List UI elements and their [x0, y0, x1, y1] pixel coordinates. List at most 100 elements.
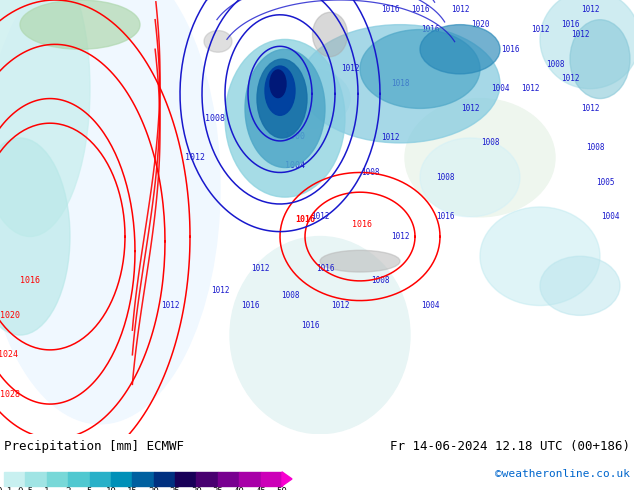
Text: 1000: 1000 [285, 131, 305, 141]
Text: 1008: 1008 [361, 168, 379, 177]
Text: 1012: 1012 [571, 30, 589, 39]
Bar [68, 472, 89, 486]
Text: 20: 20 [148, 488, 159, 490]
Text: 50: 50 [276, 488, 287, 490]
Text: 1004: 1004 [285, 161, 305, 170]
Ellipse shape [540, 256, 620, 316]
Text: 1: 1 [44, 488, 49, 490]
Ellipse shape [257, 59, 307, 138]
Text: 35: 35 [212, 488, 223, 490]
Bar [239, 472, 261, 486]
Ellipse shape [265, 66, 295, 115]
Text: 1020: 1020 [0, 311, 20, 320]
Text: 1004: 1004 [601, 212, 619, 221]
Text: 1005: 1005 [596, 178, 614, 187]
Text: 1012: 1012 [251, 264, 269, 272]
Ellipse shape [0, 0, 220, 424]
Ellipse shape [420, 138, 520, 217]
Text: 2: 2 [65, 488, 71, 490]
Text: 1012: 1012 [340, 65, 359, 74]
Text: 1008: 1008 [481, 138, 499, 147]
Text: 1016: 1016 [352, 220, 372, 229]
Ellipse shape [313, 12, 347, 57]
Text: Fr 14-06-2024 12.18 UTC (00+186): Fr 14-06-2024 12.18 UTC (00+186) [390, 440, 630, 453]
Ellipse shape [540, 0, 634, 89]
Text: 1016: 1016 [560, 20, 579, 29]
Ellipse shape [270, 70, 286, 98]
Text: 45: 45 [256, 488, 266, 490]
Bar [133, 472, 153, 486]
Text: 1012: 1012 [581, 104, 599, 113]
Ellipse shape [225, 39, 345, 197]
Text: 1016: 1016 [421, 25, 439, 34]
Text: ©weatheronline.co.uk: ©weatheronline.co.uk [495, 469, 630, 479]
Ellipse shape [270, 69, 350, 128]
Ellipse shape [204, 30, 232, 52]
Polygon shape [282, 472, 292, 486]
Bar [218, 472, 239, 486]
Text: 1012: 1012 [331, 301, 349, 310]
Ellipse shape [405, 98, 555, 217]
Text: 1012: 1012 [381, 133, 399, 143]
Text: 1028: 1028 [0, 390, 20, 399]
Bar [89, 472, 111, 486]
Text: 1012: 1012 [185, 153, 205, 162]
Ellipse shape [0, 0, 90, 237]
Ellipse shape [360, 29, 480, 108]
Text: 1016: 1016 [20, 276, 40, 285]
Text: 1016: 1016 [436, 212, 454, 221]
Text: 1008: 1008 [436, 173, 454, 182]
Text: 1012: 1012 [461, 104, 479, 113]
Text: 1008: 1008 [586, 144, 604, 152]
Text: 1016: 1016 [316, 264, 334, 272]
Text: 1012: 1012 [451, 5, 469, 14]
Text: 1024: 1024 [0, 350, 18, 359]
Text: 1012: 1012 [560, 74, 579, 83]
Text: 1008: 1008 [281, 291, 299, 300]
Text: 1016: 1016 [411, 5, 429, 14]
Text: 1016: 1016 [295, 215, 315, 224]
Text: 1012: 1012 [521, 84, 540, 93]
Text: 1008: 1008 [205, 114, 225, 123]
Text: Precipitation [mm] ECMWF: Precipitation [mm] ECMWF [4, 440, 184, 453]
Ellipse shape [0, 138, 70, 335]
Text: 1016: 1016 [381, 5, 399, 14]
Text: 1012: 1012 [531, 25, 549, 34]
Ellipse shape [300, 24, 500, 143]
Text: 1018: 1018 [391, 79, 410, 88]
Text: 1020: 1020 [471, 20, 489, 29]
Bar [4, 472, 25, 486]
Bar [25, 472, 47, 486]
Ellipse shape [20, 0, 140, 49]
Bar [153, 472, 175, 486]
Text: 25: 25 [170, 488, 181, 490]
Text: 10: 10 [105, 488, 116, 490]
Ellipse shape [420, 24, 500, 74]
Text: 1008: 1008 [371, 276, 389, 285]
Bar [175, 472, 197, 486]
Ellipse shape [570, 20, 630, 98]
Text: 1012: 1012 [161, 301, 179, 310]
Ellipse shape [230, 237, 410, 434]
Bar [47, 472, 68, 486]
Text: 0.1: 0.1 [0, 488, 12, 490]
Bar [197, 472, 218, 486]
Text: 1012: 1012 [210, 286, 230, 295]
Text: 1008: 1008 [546, 60, 564, 69]
Text: 0.5: 0.5 [17, 488, 34, 490]
Bar [261, 472, 282, 486]
Ellipse shape [320, 250, 400, 272]
Text: 1016: 1016 [301, 321, 320, 330]
Text: 5: 5 [87, 488, 92, 490]
Text: 30: 30 [191, 488, 202, 490]
Text: 15: 15 [127, 488, 138, 490]
Ellipse shape [480, 207, 600, 306]
Text: 1012: 1012 [311, 212, 329, 221]
Ellipse shape [245, 49, 325, 168]
Text: 1016: 1016 [241, 301, 259, 310]
Text: 1004: 1004 [421, 301, 439, 310]
Text: 40: 40 [234, 488, 245, 490]
Text: 1012: 1012 [391, 232, 410, 241]
Text: 1012: 1012 [581, 5, 599, 14]
Bar [111, 472, 133, 486]
